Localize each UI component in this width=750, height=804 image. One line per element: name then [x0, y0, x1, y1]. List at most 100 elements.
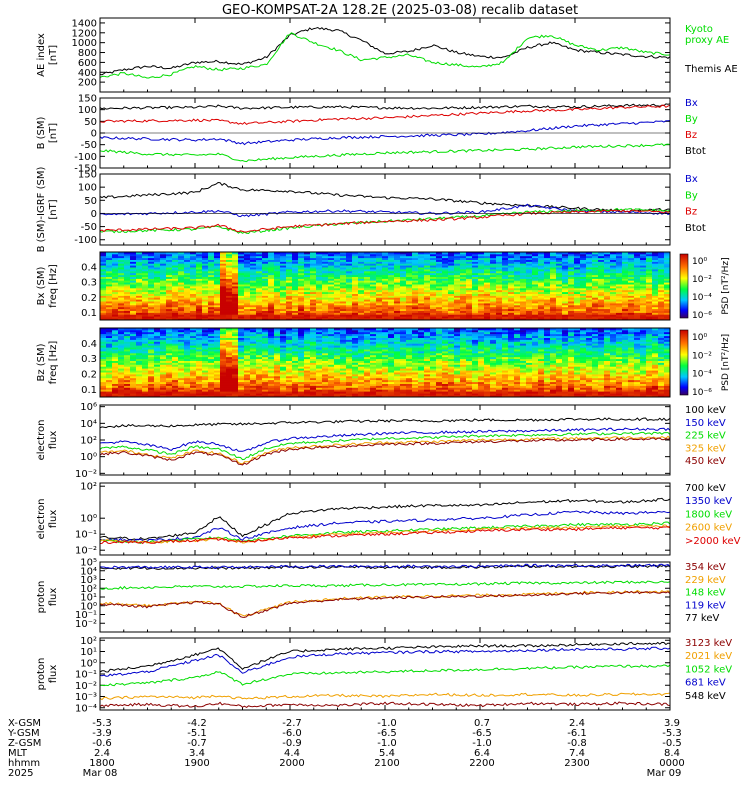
spectrogram-cell: [244, 368, 250, 370]
spectrogram-cell: [280, 380, 286, 382]
spectrogram-cell: [238, 334, 244, 336]
spectrogram-cell: [250, 391, 256, 393]
spectrogram-cell: [220, 345, 226, 347]
spectrogram-cell: [124, 391, 130, 393]
spectrogram-cell: [280, 357, 286, 359]
legend-bdiff-1: By: [685, 190, 698, 201]
spectrogram-cell: [196, 391, 202, 393]
spectrogram-cell: [268, 391, 274, 393]
spectrogram-cell: [118, 380, 124, 382]
ytick-label: 100: [78, 105, 97, 116]
colorbar-label: PSD [nT²/Hz]: [721, 334, 731, 391]
spectrogram-cell: [154, 380, 160, 382]
spectrogram-cell: [166, 368, 172, 370]
spectrogram-cell: [274, 391, 280, 393]
colorbar-label: PSD [nT²/Hz]: [721, 257, 731, 314]
spectrogram-cell: [280, 345, 286, 347]
spectrogram-cell: [250, 368, 256, 370]
colorbar-tick: 10⁰: [692, 333, 707, 343]
spectrogram-cell: [244, 380, 250, 382]
panels: AE index[nT]200400600800100012001400Kyot…: [36, 18, 741, 714]
spectrogram-cell: [154, 334, 160, 336]
ytick-label: 150: [78, 94, 97, 105]
spectrogram-cell: [202, 368, 208, 370]
ytick-label: -100: [74, 152, 97, 163]
spectrogram-cell: [280, 334, 286, 336]
series-bdiff-0: [100, 183, 670, 212]
spectrogram-cell: [286, 368, 292, 370]
spectrogram-cell: [190, 380, 196, 382]
spectrogram-cell: [244, 391, 250, 393]
spectrogram-cell: [256, 391, 262, 393]
spectrogram-cell: [208, 380, 214, 382]
spectrogram-cell: [298, 357, 304, 359]
spectrogram-cell: [106, 380, 112, 382]
spectrogram-cell: [148, 345, 154, 347]
spectrogram-cell: [124, 334, 130, 336]
spectrogram-cell: [214, 334, 220, 336]
spectrogram-cell: [256, 380, 262, 382]
legend-bsm-2: Bz: [685, 130, 697, 141]
spectrogram-cell: [130, 334, 136, 336]
ytick-label: 1200: [72, 28, 97, 39]
spectrogram-cell: [136, 345, 142, 347]
spectrogram-cell: [172, 368, 178, 370]
spectrogram-cell: [238, 357, 244, 359]
spectrogram-cell: [124, 380, 130, 382]
spectrogram-cell: [232, 368, 238, 370]
spectrogram-cell: [286, 357, 292, 359]
spectrogram-cell: [160, 368, 166, 370]
spectrogram-cell: [100, 357, 106, 359]
spectrogram-cell: [256, 334, 262, 336]
spectrogram-cell: [190, 357, 196, 359]
spectrogram-cell: [202, 357, 208, 359]
spectrogram-cell: [298, 380, 304, 382]
spectrogram-cell: [292, 368, 298, 370]
panel-bsm-ylabel: B (SM): [36, 116, 47, 149]
ytick-label: 800: [78, 48, 97, 59]
spectrogram-cell: [154, 368, 160, 370]
series-ae-1: [100, 33, 670, 78]
spectrogram-cell: [124, 345, 130, 347]
spectrogram-cell: [118, 357, 124, 359]
panel-bdiff-yunit: [nT]: [48, 199, 59, 219]
spectrogram-cell: [268, 345, 274, 347]
spectrogram-cell: [106, 368, 112, 370]
spectrogram-cell: [190, 345, 196, 347]
spectrogram-cell: [292, 345, 298, 347]
spectrogram-cell: [106, 345, 112, 347]
spectrogram-cell: [220, 368, 226, 370]
spectrogram-cell: [100, 380, 106, 382]
spectrogram-cell: [190, 391, 196, 393]
ytick-label: -50: [81, 140, 97, 151]
ytick-label: 0: [91, 209, 97, 220]
spectrogram-cell: [238, 368, 244, 370]
spectrogram-cell: [130, 357, 136, 359]
ytick-label: 1400: [72, 18, 97, 29]
spectrogram-cell: [238, 391, 244, 393]
spectrogram-cell: [154, 391, 160, 393]
spectrogram-cell: [244, 334, 250, 336]
spectrogram-cell: [136, 368, 142, 370]
ytick-label: 0.3: [81, 354, 97, 365]
spectrogram-cell: [256, 357, 262, 359]
spectrogram-cell: [100, 368, 106, 370]
spectrogram-cell: [172, 391, 178, 393]
spectrogram-cell: [172, 345, 178, 347]
spectrogram-cell: [280, 391, 286, 393]
spectrogram-cell: [166, 380, 172, 382]
ytick-label: -50: [81, 222, 97, 233]
spectrogram-cell: [142, 380, 148, 382]
spectrogram-cell: [196, 334, 202, 336]
spectrogram-cell: [172, 357, 178, 359]
series-bsm-2: [100, 121, 670, 145]
legend-bsm-1: By: [685, 114, 698, 125]
spectrogram-cell: [208, 357, 214, 359]
spectrogram-cell: [262, 368, 268, 370]
panel-ae-yunit: [nT]: [48, 45, 59, 65]
ytick-label: 150: [78, 170, 97, 181]
spectrogram-cell: [292, 357, 298, 359]
